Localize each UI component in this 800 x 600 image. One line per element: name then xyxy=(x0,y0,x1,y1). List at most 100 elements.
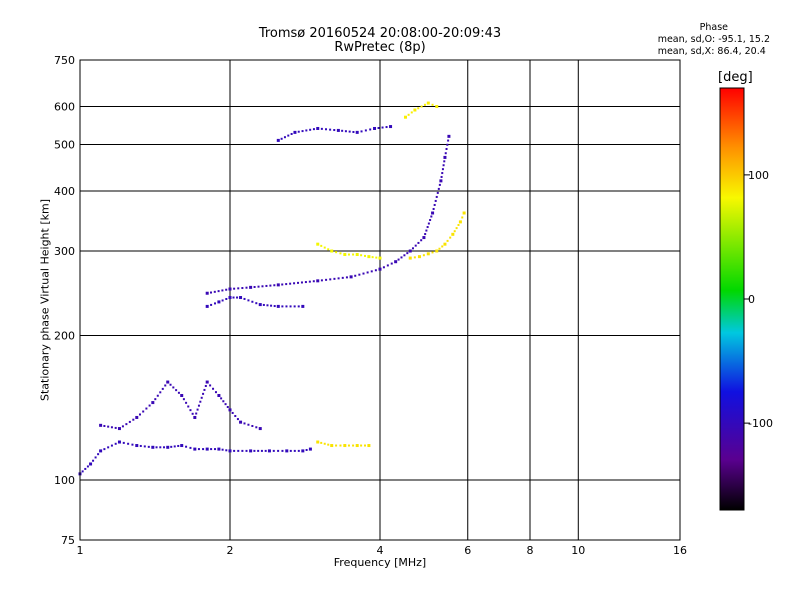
data-point xyxy=(285,305,288,308)
data-point xyxy=(243,297,246,300)
data-point xyxy=(426,252,430,256)
data-point xyxy=(437,187,440,190)
data-point xyxy=(212,387,215,390)
data-point xyxy=(300,281,303,284)
data-point xyxy=(86,465,89,468)
data-point xyxy=(443,160,446,163)
data-point xyxy=(355,130,359,134)
data-point xyxy=(213,290,216,293)
data-point xyxy=(343,253,347,257)
y-tick-label: 750 xyxy=(54,54,75,67)
x-tick-label: 10 xyxy=(571,544,585,557)
data-point xyxy=(114,442,117,445)
data-point xyxy=(180,394,184,398)
data-point xyxy=(427,222,430,225)
data-point xyxy=(289,449,292,452)
y-tick-label: 500 xyxy=(54,139,75,152)
data-point xyxy=(289,305,292,308)
data-point xyxy=(125,423,128,426)
data-point xyxy=(297,305,300,308)
y-tick-label: 600 xyxy=(54,101,75,114)
data-point xyxy=(352,253,355,256)
phase-stats-title: Phase xyxy=(699,22,729,33)
data-point xyxy=(422,254,425,257)
data-point xyxy=(191,412,194,415)
data-point xyxy=(443,155,447,159)
y-tick-label: 300 xyxy=(54,245,75,258)
data-point xyxy=(417,255,421,259)
data-point xyxy=(276,304,280,308)
data-point xyxy=(175,389,178,392)
data-point xyxy=(281,449,284,452)
data-point xyxy=(214,391,217,394)
plot-frame xyxy=(79,59,681,541)
data-point xyxy=(347,444,350,447)
data-point xyxy=(309,128,312,131)
data-point xyxy=(203,388,206,391)
phase-stats-x: mean, sd,X: 86.4, 20.4 xyxy=(657,46,766,57)
data-point xyxy=(97,453,100,456)
data-point xyxy=(151,445,155,449)
data-point xyxy=(92,459,95,462)
data-point xyxy=(197,448,200,451)
data-point xyxy=(347,253,350,256)
data-point xyxy=(435,195,438,198)
y-tick-label: 75 xyxy=(61,534,75,547)
data-point xyxy=(177,391,180,394)
data-point xyxy=(308,447,312,451)
data-point xyxy=(110,444,113,447)
data-point xyxy=(378,256,382,260)
data-point xyxy=(390,262,393,265)
data-point xyxy=(447,134,451,138)
data-point xyxy=(293,130,297,134)
data-point xyxy=(202,448,205,451)
data-point xyxy=(333,277,336,280)
data-point xyxy=(325,278,328,281)
x-tick-label: 6 xyxy=(464,544,471,557)
data-point xyxy=(362,272,365,275)
data-point xyxy=(245,449,248,452)
data-point xyxy=(426,226,429,229)
colorbar-tick-label: 0 xyxy=(748,293,755,306)
data-point xyxy=(257,285,260,288)
data-point xyxy=(243,422,246,425)
data-point xyxy=(438,183,441,186)
data-point xyxy=(266,304,269,307)
data-point xyxy=(276,138,280,142)
y-tick-label: 100 xyxy=(54,474,75,487)
data-point xyxy=(267,449,271,453)
data-point xyxy=(217,300,221,304)
data-point xyxy=(249,285,253,289)
data-point xyxy=(255,302,258,305)
data-point xyxy=(301,304,305,308)
data-point xyxy=(455,227,458,230)
data-point xyxy=(172,386,175,389)
data-point xyxy=(335,251,338,254)
data-point xyxy=(81,470,84,473)
data-point xyxy=(195,412,198,415)
data-point xyxy=(293,282,296,285)
data-point xyxy=(441,172,444,175)
data-point xyxy=(411,247,414,250)
data-point xyxy=(173,445,176,448)
colorbar-tick-label: -100 xyxy=(748,417,773,430)
data-point xyxy=(378,267,382,271)
data-point xyxy=(121,425,124,428)
data-point xyxy=(204,384,207,387)
data-point xyxy=(316,440,320,444)
data-point xyxy=(349,275,353,279)
data-point xyxy=(330,249,334,253)
data-point xyxy=(433,203,436,206)
data-point xyxy=(277,449,280,452)
data-point xyxy=(360,444,363,447)
data-point xyxy=(386,264,389,267)
x-tick-label: 16 xyxy=(673,544,687,557)
data-point xyxy=(316,242,320,246)
data-point xyxy=(255,426,258,429)
data-point xyxy=(382,266,385,269)
x-axis-label: Frequency [MHz] xyxy=(333,556,427,569)
data-point xyxy=(251,425,254,428)
data-point xyxy=(413,108,417,112)
data-point xyxy=(200,396,203,399)
data-point xyxy=(234,415,237,418)
